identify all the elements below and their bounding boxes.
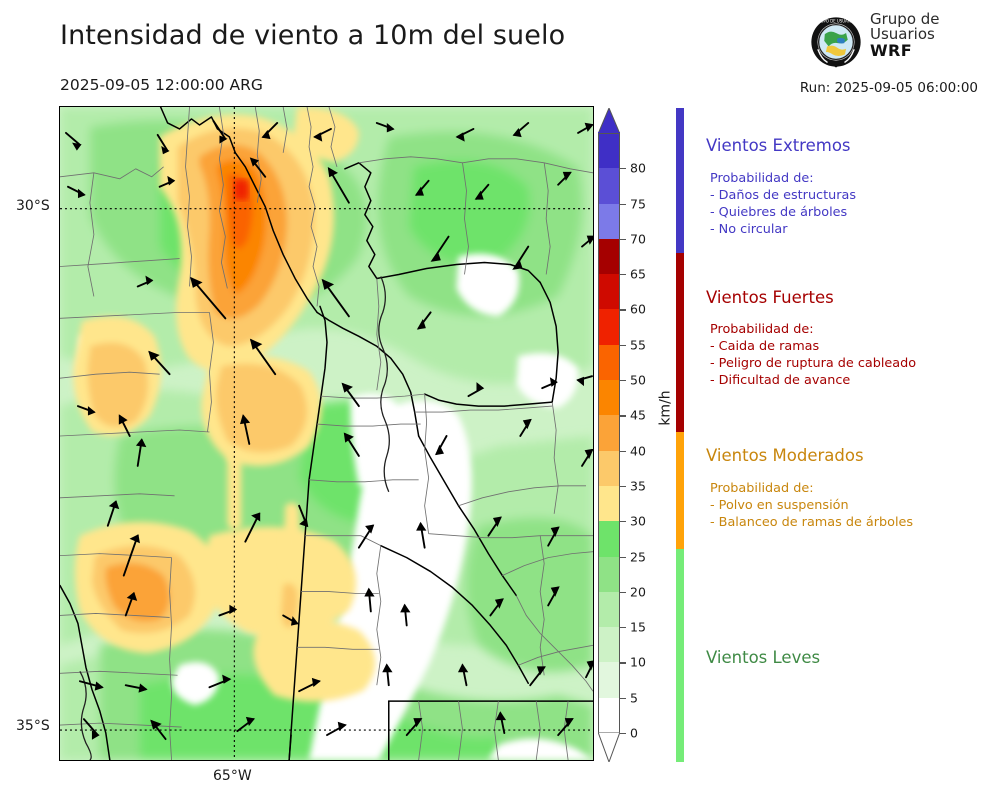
colorbar-tick: [620, 203, 626, 205]
colorbar-segment: [598, 273, 620, 310]
colorbar-segment: [598, 344, 620, 381]
colorbar-tick-label: 50: [630, 372, 646, 388]
colorbar-tick-label: 75: [630, 196, 646, 212]
page-title: Intensidad de viento a 10m del suelo: [60, 20, 566, 51]
colorbar-tick: [620, 309, 626, 311]
colorbar-tick: [620, 733, 626, 735]
colorbar-segment: [598, 379, 620, 416]
logo-line-1: Grupo de: [870, 10, 940, 28]
colorbar-tick-label: 55: [630, 337, 646, 353]
colorbar-tick-label: 25: [630, 549, 646, 565]
colorbar-tick-label: 65: [630, 266, 646, 282]
category-title: Vientos Moderados: [706, 446, 864, 465]
colorbar-unit-label: km/h: [657, 390, 674, 426]
colorbar-segment: [598, 238, 620, 275]
logo: GRUPO DE USUARIOS Grupo de Usuarios WRF: [808, 10, 978, 74]
colorbar-tick: [620, 556, 626, 558]
colorbar-segment: [598, 661, 620, 698]
category-item: - Caida de ramas: [710, 338, 820, 354]
category-color-bar: [676, 108, 684, 253]
wind-speed-map[interactable]: [59, 106, 594, 761]
globe-emblem-icon: GRUPO DE USUARIOS: [811, 17, 861, 68]
colorbar-segment: [598, 132, 620, 169]
colorbar-under-arrow: [598, 732, 620, 762]
colorbar-segment: [598, 308, 620, 345]
category-subtitle: Probabilidad de:: [710, 322, 814, 337]
category-item: - Dificultad de avance: [710, 372, 851, 388]
colorbar-tick-label: 20: [630, 584, 646, 600]
category-item: - Balanceo de ramas de árboles: [710, 514, 914, 530]
category-item: - No circular: [710, 221, 788, 237]
colorbar-segment: [598, 203, 620, 239]
colorbar-tick-label: 40: [630, 443, 646, 459]
colorbar-segment: [598, 450, 620, 486]
category-color-bar: [676, 432, 684, 549]
colorbar-tick: [620, 238, 626, 241]
colorbar-segment: [598, 520, 620, 557]
colorbar-tick-label: 45: [630, 407, 646, 423]
category-subtitle: Probabilidad de:: [710, 481, 814, 496]
category-color-bar: [676, 253, 684, 432]
colorbar-segment: [598, 167, 620, 204]
logo-line-2: Usuarios: [870, 25, 935, 44]
lon-label-65w: 65°W: [213, 768, 252, 784]
colorbar-tick: [620, 662, 626, 664]
colorbar-tick-label: 70: [630, 231, 646, 247]
category-item: - Daños de estructuras: [710, 187, 856, 203]
logo-line-3: WRF: [870, 40, 913, 60]
category-item: - Peligro de ruptura de cableado: [710, 355, 917, 371]
lat-label-35s: 35°S: [16, 718, 50, 734]
colorbar-tick-label: 35: [630, 478, 646, 494]
colorbar-tick-label: 60: [630, 301, 646, 317]
logo-text: Grupo de Usuarios WRF: [870, 10, 940, 60]
category-description: Probabilidad de: - Daños de estructuras - …: [710, 171, 856, 239]
colorbar-tick: [620, 415, 626, 417]
colorbar-segment: [598, 626, 620, 663]
colorbar-tick-label: 80: [630, 160, 646, 176]
category-subtitle: Probabilidad de:: [710, 171, 814, 186]
colorbar-tick-label: 0: [630, 725, 638, 741]
colorbar[interactable]: 0 5 10 15 20 25 30 35 40 45 50 55 60 65 70 75 80: [598, 132, 646, 741]
category-title: Vientos Leves: [706, 648, 821, 667]
colorbar-segments: [598, 132, 620, 733]
colorbar-tick: [620, 168, 626, 170]
category-item: - Polvo en suspensión: [710, 497, 849, 513]
category-item: - Quiebres de árboles: [710, 204, 848, 220]
colorbar-tick: [620, 627, 626, 629]
colorbar-segment: [598, 591, 620, 628]
colorbar-over-arrow: [598, 108, 620, 134]
lat-label-30s: 30°S: [16, 198, 50, 214]
category-title: Vientos Extremos: [706, 136, 851, 155]
colorbar-tick: [620, 697, 626, 699]
colorbar-tick: [620, 344, 626, 346]
colorbar-tick-label: 15: [630, 619, 646, 635]
category-description: Probabilidad de: - Caida de ramas - Peligr…: [710, 322, 916, 390]
colorbar-segment: [598, 414, 620, 451]
colorbar-tick: [620, 591, 626, 593]
colorbar-segment: [598, 697, 620, 733]
colorbar-segment: [598, 555, 620, 592]
colorbar-tick-label: 10: [630, 654, 646, 670]
colorbar-tick: [620, 521, 626, 523]
colorbar-tick-label: 30: [630, 513, 646, 529]
colorbar-tick: [620, 450, 626, 452]
colorbar-tick: [620, 380, 626, 382]
category-description: Probabilidad de: - Polvo en suspensión - B…: [710, 481, 913, 532]
valid-time-label: 2025-09-05 12:00:00 ARG: [60, 76, 263, 94]
colorbar-tick: [620, 274, 626, 276]
colorbar-tick: [620, 485, 626, 488]
map-canvas: [60, 107, 593, 760]
category-title: Vientos Fuertes: [706, 288, 834, 307]
colorbar-segment: [598, 485, 620, 522]
colorbar-tick-label: 5: [630, 690, 638, 706]
svg-text:GRUPO DE USUARIOS: GRUPO DE USUARIOS: [815, 18, 858, 23]
run-time-label: Run: 2025-09-05 06:00:00: [799, 80, 978, 96]
category-color-bar: [676, 549, 684, 762]
